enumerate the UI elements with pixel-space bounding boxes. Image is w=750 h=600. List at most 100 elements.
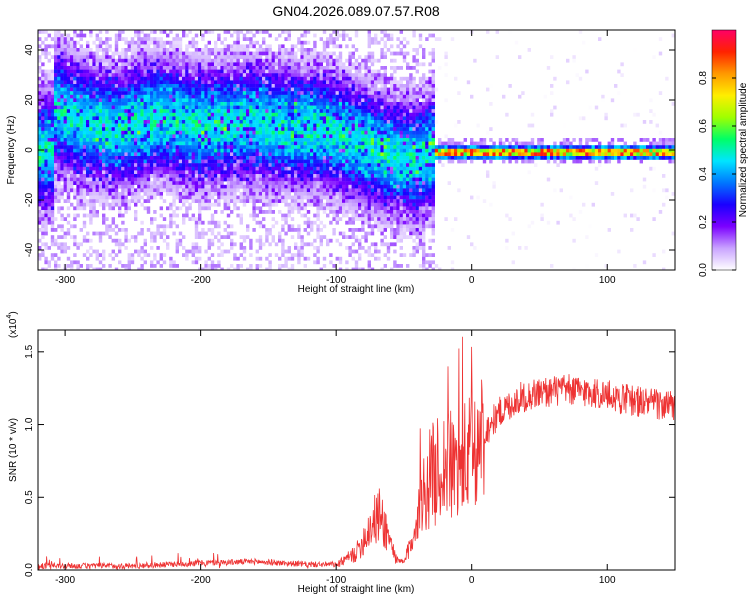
heatmap-cell xyxy=(194,141,199,146)
heatmap-cell xyxy=(246,152,250,157)
heatmap-cell xyxy=(137,30,141,34)
heatmap-cell xyxy=(316,249,320,254)
heatmap-cell xyxy=(82,134,87,139)
heatmap-cell xyxy=(102,91,106,95)
heatmap-cell xyxy=(294,66,298,70)
heatmap-cell xyxy=(246,145,250,149)
heatmap-cell xyxy=(306,48,311,52)
heatmap-cell xyxy=(316,105,320,110)
heatmap-cell xyxy=(70,224,74,229)
heatmap-cell xyxy=(294,112,298,117)
heatmap-cell xyxy=(335,130,339,135)
heatmap-cell xyxy=(329,58,333,63)
heatmap-cell xyxy=(66,40,71,45)
heatmap-cell xyxy=(214,130,218,135)
heatmap-cell xyxy=(274,148,279,153)
heatmap-cell xyxy=(207,105,211,110)
heatmap-cell xyxy=(185,156,189,160)
heatmap-cell xyxy=(182,69,186,74)
heatmap-cell xyxy=(182,235,186,239)
heatmap-cell xyxy=(242,148,247,153)
heatmap-cell xyxy=(281,120,285,124)
heatmap-cell xyxy=(207,242,211,247)
heatmap-cell xyxy=(319,130,323,135)
heatmap-cell xyxy=(303,134,307,139)
heatmap-cell xyxy=(188,91,192,95)
heatmap-cell xyxy=(300,80,304,85)
heatmap-cell xyxy=(239,30,243,34)
heatmap-cell xyxy=(338,44,343,49)
heatmap-cell xyxy=(95,80,99,85)
heatmap-cell xyxy=(303,152,307,157)
heatmap-cell xyxy=(287,116,291,121)
heatmap-cell xyxy=(86,134,90,139)
heatmap-cell xyxy=(300,199,304,203)
heatmap-cell xyxy=(50,159,55,164)
heatmap-cell xyxy=(236,123,240,128)
heatmap-cell xyxy=(258,264,263,268)
heatmap-cell xyxy=(252,120,256,124)
heatmap-cell xyxy=(319,228,323,232)
heatmap-cell xyxy=(121,51,125,56)
heatmap-cell xyxy=(169,94,173,99)
heatmap-cell xyxy=(210,174,215,178)
heatmap-cell xyxy=(41,30,45,34)
heatmap-cell xyxy=(169,163,173,167)
heatmap-cell xyxy=(108,163,112,167)
heatmap-cell xyxy=(156,163,160,167)
heatmap-cell xyxy=(175,105,179,110)
heatmap-cell xyxy=(92,98,96,103)
heatmap-cell xyxy=(89,109,93,113)
heatmap-cell xyxy=(60,152,64,157)
heatmap-cell xyxy=(271,51,275,56)
heatmap-cell xyxy=(57,166,61,171)
heatmap-cell xyxy=(233,145,237,149)
heatmap-cell xyxy=(342,66,346,70)
heatmap-cell xyxy=(178,84,183,88)
heatmap-cell xyxy=(335,94,339,99)
heatmap-cell xyxy=(316,181,320,185)
heatmap-cell xyxy=(217,73,221,77)
heatmap-cell xyxy=(207,66,211,70)
heatmap-cell xyxy=(326,58,330,63)
heatmap-cell xyxy=(329,177,333,182)
heatmap-cell xyxy=(303,123,307,128)
heatmap-cell xyxy=(217,238,221,243)
heatmap-cell xyxy=(114,141,119,146)
heatmap-cell xyxy=(118,98,122,103)
heatmap-cell xyxy=(178,177,183,182)
heatmap-cell xyxy=(242,123,247,128)
heatmap-cell xyxy=(127,84,131,88)
heatmap-cell xyxy=(121,48,125,52)
heatmap-cell xyxy=(118,174,122,178)
heatmap-cell xyxy=(242,156,247,160)
heatmap-cell xyxy=(306,192,311,196)
heatmap-cell xyxy=(95,199,99,203)
heatmap-cell xyxy=(194,256,199,261)
heatmap-cell xyxy=(194,69,199,74)
heatmap-cell xyxy=(102,80,106,85)
heatmap-cell xyxy=(134,80,138,85)
heatmap-cell xyxy=(316,55,320,59)
heatmap-cell xyxy=(226,199,231,203)
heatmap-cell xyxy=(246,166,250,171)
heatmap-cell xyxy=(150,231,154,236)
heatmap-cell xyxy=(274,116,279,121)
heatmap-cell xyxy=(322,105,327,110)
heatmap-cell xyxy=(140,159,144,164)
heatmap-cell xyxy=(73,195,77,200)
heatmap-cell xyxy=(204,202,208,207)
heatmap-cell xyxy=(226,134,231,139)
heatmap-cell xyxy=(233,192,237,196)
heatmap-cell xyxy=(185,123,189,128)
heatmap-cell xyxy=(105,188,109,193)
heatmap-cell xyxy=(146,76,151,81)
heatmap-cell xyxy=(130,76,135,81)
heatmap-cell xyxy=(60,80,64,85)
heatmap-cell xyxy=(191,159,195,164)
heatmap-cell xyxy=(153,30,157,34)
heatmap-cell xyxy=(326,188,330,193)
heatmap-cell xyxy=(70,91,74,95)
heatmap-cell xyxy=(198,195,202,200)
heatmap-cell xyxy=(102,69,106,74)
